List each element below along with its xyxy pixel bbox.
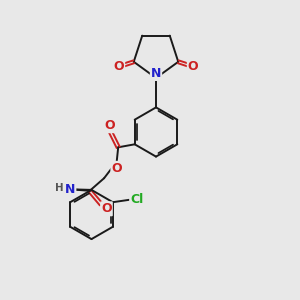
Text: O: O [188, 60, 198, 73]
Text: O: O [101, 202, 112, 215]
Text: O: O [114, 60, 124, 73]
Text: Cl: Cl [130, 193, 143, 206]
Text: N: N [151, 67, 161, 80]
Text: N: N [65, 183, 75, 196]
Text: H: H [55, 183, 63, 194]
Text: O: O [111, 162, 122, 175]
Text: O: O [104, 119, 115, 132]
